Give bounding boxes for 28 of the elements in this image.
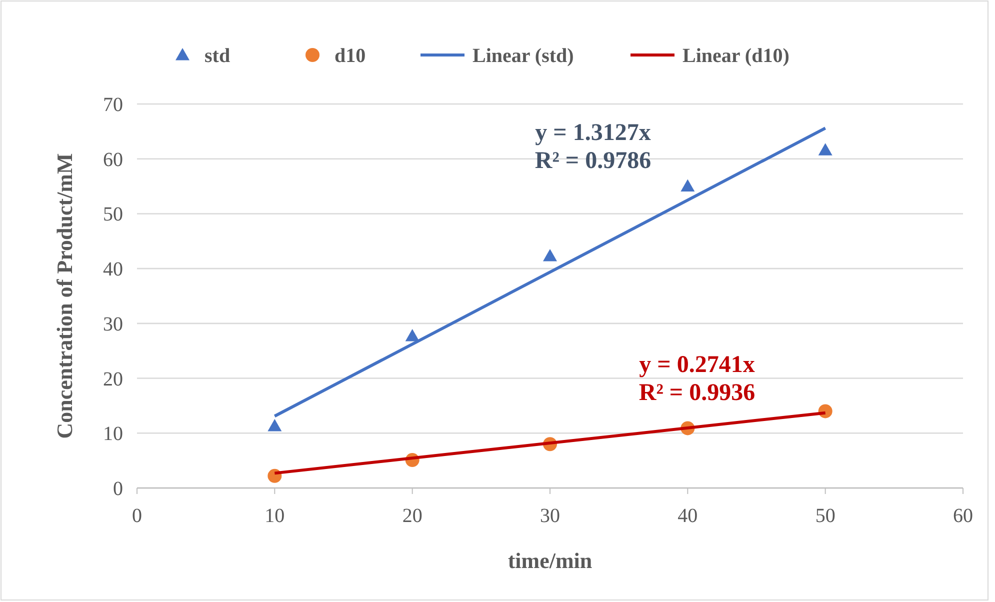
x-tick-label: 10 <box>264 505 285 527</box>
y-tick-label: 50 <box>103 204 123 226</box>
point <box>680 179 695 192</box>
y-axis-title: Concentration of Product/mM <box>52 152 77 439</box>
legend-label: Linear (d10) <box>682 45 790 67</box>
y-tick-label: 40 <box>103 258 123 281</box>
point <box>405 329 420 342</box>
annotation: y = 0.2741x R² = 0.9936 <box>638 352 756 406</box>
y-tick-label: 60 <box>103 148 123 171</box>
x-axis-title: time/min <box>508 548 592 573</box>
point <box>818 143 832 156</box>
x-tick-label: 40 <box>678 505 698 527</box>
x-tick-label: 50 <box>815 505 836 527</box>
y-tick-label: 0 <box>113 478 123 500</box>
x-tick-label: 0 <box>132 505 142 527</box>
annotation: y = 1.3127x R² = 0.9786 <box>534 120 652 174</box>
y-tick-label: 70 <box>103 94 123 116</box>
y-tick-label: 20 <box>103 368 123 390</box>
point <box>268 419 282 432</box>
y-tick-label: 30 <box>103 313 123 336</box>
legend-label: Linear (std) <box>472 45 574 67</box>
legend-label: std <box>204 45 230 67</box>
legend-label: d10 <box>334 45 366 67</box>
point <box>543 248 557 262</box>
y-tick-label: 10 <box>103 423 123 446</box>
x-tick-label: 60 <box>953 505 973 527</box>
x-tick-label: 30 <box>540 505 560 527</box>
x-tick-label: 20 <box>402 505 422 527</box>
